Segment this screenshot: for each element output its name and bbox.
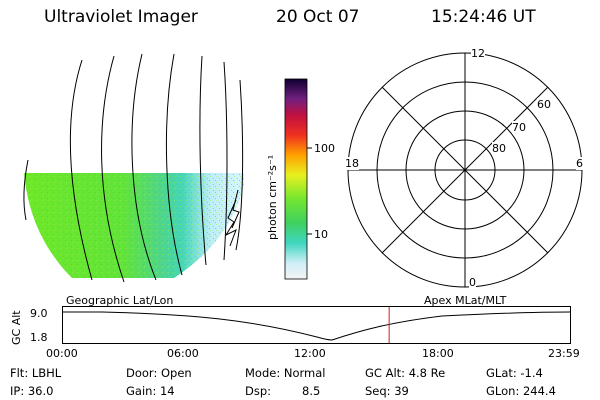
polar-mlt-plot: [347, 52, 583, 288]
orbit-altitude-curve: [62, 311, 571, 341]
mode-info: Mode: Normal: [245, 366, 326, 380]
date-label: 20 Oct 07: [276, 7, 360, 27]
mlat-label-70: 70: [512, 121, 526, 134]
apex-caption: Apex MLat/MLT: [424, 294, 507, 307]
gc-alt-info: GC Alt: 4.8 Re: [365, 366, 446, 380]
glon-info: GLon: 244.4: [486, 384, 556, 398]
colorbar-tick-10: 10: [314, 228, 328, 241]
glat-info: GLat: -1.4: [486, 366, 543, 380]
mlt-label-12: 12: [471, 47, 485, 60]
x-tick-0600: 06:00: [167, 347, 199, 360]
dsp-label: Dsp:: [245, 384, 272, 398]
gc-alt-axis-label: GC Alt: [10, 310, 23, 345]
mlt-label-18: 18: [345, 157, 359, 170]
colorbar-tick-100: 100: [314, 142, 335, 155]
colorbar: [284, 78, 312, 280]
orbit-altitude-plot: [62, 306, 571, 344]
door-info: Door: Open: [126, 366, 192, 380]
mlat-label-60: 60: [537, 98, 551, 111]
lat-lon-grid: [23, 53, 244, 283]
x-tick-1200: 12:00: [294, 347, 326, 360]
dsp-value: 8.5: [302, 384, 321, 398]
geographic-caption: Geographic Lat/Lon: [66, 294, 174, 307]
geographic-image-panel: [23, 53, 244, 283]
x-tick-1800: 18:00: [422, 347, 454, 360]
gain-info: Gain: 14: [126, 384, 175, 398]
mlat-label-80: 80: [492, 142, 506, 155]
colorbar-unit-label: photon cm⁻²s⁻¹: [266, 154, 279, 240]
x-tick-0000: 00:00: [46, 347, 78, 360]
mlt-label-6: 6: [576, 157, 583, 170]
mlt-label-0: 0: [469, 276, 476, 289]
seq-info: Seq: 39: [365, 384, 409, 398]
x-tick-2359: 23:59: [548, 347, 580, 360]
y-tick-9: 9.0: [30, 307, 48, 320]
time-label: 15:24:46 UT: [431, 7, 536, 27]
instrument-title: Ultraviolet Imager: [44, 7, 198, 27]
filter-info: Flt: LBHL: [10, 366, 62, 380]
ip-info: IP: 36.0: [10, 384, 54, 398]
y-tick-1-8: 1.8: [30, 331, 48, 344]
